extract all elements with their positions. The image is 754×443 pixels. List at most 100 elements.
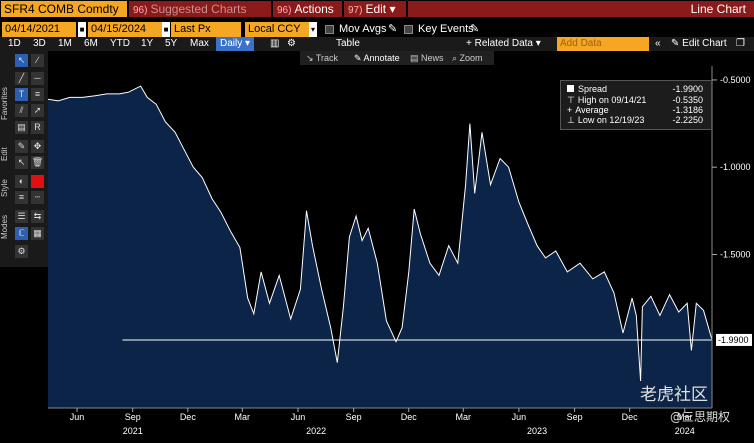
- mov-avgs-label: Mov Avgs: [339, 23, 387, 35]
- related-data-button[interactable]: + Related Data ▾: [466, 37, 541, 51]
- period-6m[interactable]: 6M: [84, 38, 98, 49]
- color-picker-icon[interactable]: ◐: [15, 175, 28, 188]
- compare-icon[interactable]: ⇆: [31, 210, 44, 223]
- edit-tab[interactable]: Edit: [0, 147, 9, 161]
- reference-value-badge: [716, 333, 754, 346]
- legend-spread-label: Spread: [578, 84, 608, 94]
- cursor-icon[interactable]: ↖: [15, 54, 28, 67]
- menu-number: 96): [277, 5, 292, 16]
- x-tick-label: Jun: [291, 412, 306, 422]
- menu-label: Actions: [294, 2, 334, 16]
- zoom-label: Zoom: [459, 53, 483, 63]
- track-tool[interactable]: ↘ Track: [306, 53, 339, 63]
- period-1y[interactable]: 1Y: [141, 38, 154, 49]
- color-swatch-icon[interactable]: [31, 175, 44, 188]
- mov-avgs-checkbox[interactable]: [325, 25, 334, 34]
- legend-high-label: High on 09/14/21: [577, 95, 647, 105]
- pencil-icon[interactable]: ✎: [470, 23, 480, 35]
- x-tick-label: Mar: [677, 412, 693, 422]
- line-tool-icon[interactable]: ∕: [31, 54, 44, 67]
- settings-icon[interactable]: ⚙: [287, 38, 296, 49]
- x-tick-label: Sep: [346, 412, 362, 422]
- ticker-field[interactable]: SFR4 COMB Comdty: [1, 1, 127, 17]
- legend-avg-value: -1.3186: [672, 105, 703, 115]
- line-style-icon[interactable]: ┄: [31, 191, 44, 204]
- gear-icon[interactable]: ⚙: [15, 245, 28, 258]
- more-icon[interactable]: ❐: [736, 38, 745, 49]
- pattern-icon[interactable]: ▤: [15, 121, 28, 134]
- favorites-tab[interactable]: Favorites: [0, 87, 9, 121]
- horizontal-line-icon[interactable]: ─: [31, 72, 44, 85]
- chart-type-title: Line Chart: [408, 1, 754, 17]
- low-marker-icon: ⊥: [567, 115, 575, 125]
- menu-number: 97): [348, 5, 363, 16]
- start-date-field[interactable]: 04/14/2021: [2, 22, 76, 37]
- tool-toolbar: ↘ Track ✎ Annotate ▤ News ⌕ Zoom: [300, 51, 494, 65]
- suggested-charts-menu[interactable]: 96) Suggested Charts: [129, 1, 271, 17]
- line-width-icon[interactable]: ≡: [15, 191, 28, 204]
- period-max[interactable]: Max: [190, 38, 209, 49]
- edit-menu[interactable]: 97) Edit ▾: [344, 1, 406, 17]
- layout-icon[interactable]: ☰: [15, 210, 28, 223]
- x-tick-label: Sep: [567, 412, 583, 422]
- modes-tab[interactable]: Modes: [0, 215, 9, 240]
- palette-icon[interactable]: ▦: [31, 227, 44, 240]
- select-icon[interactable]: ↖: [15, 156, 28, 169]
- style-tab[interactable]: Style: [0, 179, 9, 197]
- end-date-field[interactable]: 04/15/2024: [88, 22, 162, 37]
- move-icon[interactable]: ✥: [31, 140, 44, 153]
- y-tick-label: -0.5000: [720, 75, 751, 85]
- frequency-selector[interactable]: Daily ▾: [216, 37, 255, 51]
- year-label: 2024: [675, 426, 695, 436]
- settings-toolbar: 04/14/2021 ■ 04/15/2024 ■ Last Px Local …: [0, 20, 754, 37]
- edit-chart-button[interactable]: ✎ Edit Chart: [671, 37, 727, 51]
- pencil-icon[interactable]: ✎: [388, 23, 398, 35]
- legend-low: ⊥ Low on 12/19/23 -2.2250: [567, 115, 707, 125]
- calendar-icon[interactable]: ■: [78, 22, 86, 37]
- brush-icon[interactable]: ✎: [15, 140, 28, 153]
- drawing-sidebar: Favorites Edit Style Modes ↖ ∕ ╱ ─ T ≡ ⫽…: [0, 51, 48, 267]
- period-1m[interactable]: 1M: [58, 38, 72, 49]
- legend-low-value: -2.2250: [672, 115, 703, 125]
- edit-chart-label: Edit Chart: [682, 38, 727, 49]
- period-3d[interactable]: 3D: [33, 38, 46, 49]
- period-5y[interactable]: 5Y: [165, 38, 178, 49]
- trash-icon[interactable]: 🗑: [31, 156, 44, 169]
- text-tool-icon[interactable]: T: [15, 88, 28, 101]
- legend-high-value: -0.5350: [672, 95, 703, 105]
- mode-icon[interactable]: ℂ: [15, 227, 28, 240]
- legend-swatch: [567, 85, 574, 92]
- chart-legend: Spread -1.9900 ⊤ High on 09/14/21 -0.5350 +…: [560, 80, 712, 130]
- actions-menu[interactable]: 96)Actions ▾: [273, 1, 342, 34]
- trend-line-icon[interactable]: ╱: [15, 72, 28, 85]
- chevron-down-icon[interactable]: ▾: [309, 22, 317, 37]
- top-toolbar: SFR4 COMB Comdty 96) Suggested Charts 96)…: [0, 0, 754, 34]
- collapse-icon[interactable]: «: [655, 38, 661, 49]
- menu-label: Suggested Charts: [150, 2, 247, 16]
- arrow-tool-icon[interactable]: ➚: [31, 104, 44, 117]
- period-ytd[interactable]: YTD: [110, 38, 130, 49]
- x-tick-label: Mar: [235, 412, 251, 422]
- ratio-icon[interactable]: R: [31, 121, 44, 134]
- add-data-input[interactable]: Add Data: [557, 37, 649, 51]
- zoom-tool[interactable]: ⌕ Zoom: [452, 53, 483, 63]
- reference-value-label: -1.9900: [718, 335, 749, 345]
- x-tick-label: Jun: [512, 412, 527, 422]
- fib-tool-icon[interactable]: ≡: [31, 88, 44, 101]
- channel-icon[interactable]: ⫽: [15, 104, 28, 117]
- x-tick-label: Dec: [401, 412, 418, 422]
- annotate-tool[interactable]: ✎ Annotate: [354, 53, 400, 63]
- watermark-brand: 老虎社区: [640, 385, 708, 405]
- table-button[interactable]: Table: [336, 38, 360, 49]
- year-label: 2021: [123, 426, 143, 436]
- legend-spread: Spread -1.9900: [567, 84, 707, 94]
- field-selector[interactable]: Last Px: [171, 22, 241, 37]
- period-1d[interactable]: 1D: [8, 38, 21, 49]
- currency-selector[interactable]: Local CCY: [245, 22, 317, 37]
- news-tool[interactable]: ▤ News: [410, 53, 444, 63]
- calendar-icon[interactable]: ■: [162, 22, 170, 37]
- bar-chart-icon[interactable]: ▥: [270, 38, 280, 49]
- pencil-icon: ✎: [671, 38, 680, 49]
- track-label: Track: [315, 53, 339, 63]
- key-events-checkbox[interactable]: [404, 25, 413, 34]
